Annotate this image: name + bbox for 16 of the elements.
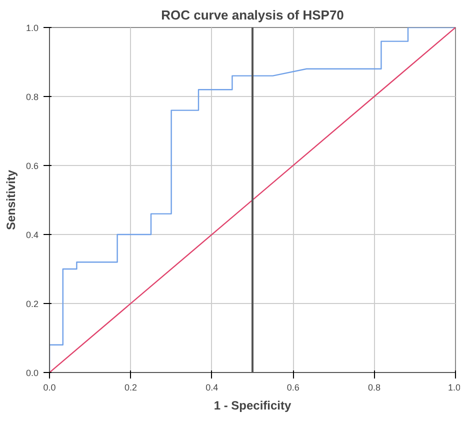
y-tick-label: 0.0 (26, 368, 39, 378)
chart-title: ROC curve analysis of HSP70 (161, 8, 344, 22)
x-axis-title: 1 - Specificity (214, 398, 292, 412)
y-axis-title: Sensitivity (4, 170, 18, 230)
y-tick-label: 0.2 (26, 299, 39, 309)
y-tick-label: 1.0 (26, 23, 39, 33)
y-tick-label: 0.4 (26, 230, 39, 240)
y-tick-label: 0.8 (26, 92, 39, 102)
y-tick-label: 0.6 (26, 161, 39, 171)
x-tick-label: 0.2 (124, 382, 137, 392)
x-tick-label: 0.4 (206, 382, 218, 392)
x-tick-label: 1.0 (448, 382, 461, 392)
line-series (50, 28, 456, 372)
x-tick-label: 0.6 (286, 382, 300, 392)
x-tick-label: 0.8 (368, 382, 381, 392)
x-tick-label: 0.0 (43, 382, 56, 392)
